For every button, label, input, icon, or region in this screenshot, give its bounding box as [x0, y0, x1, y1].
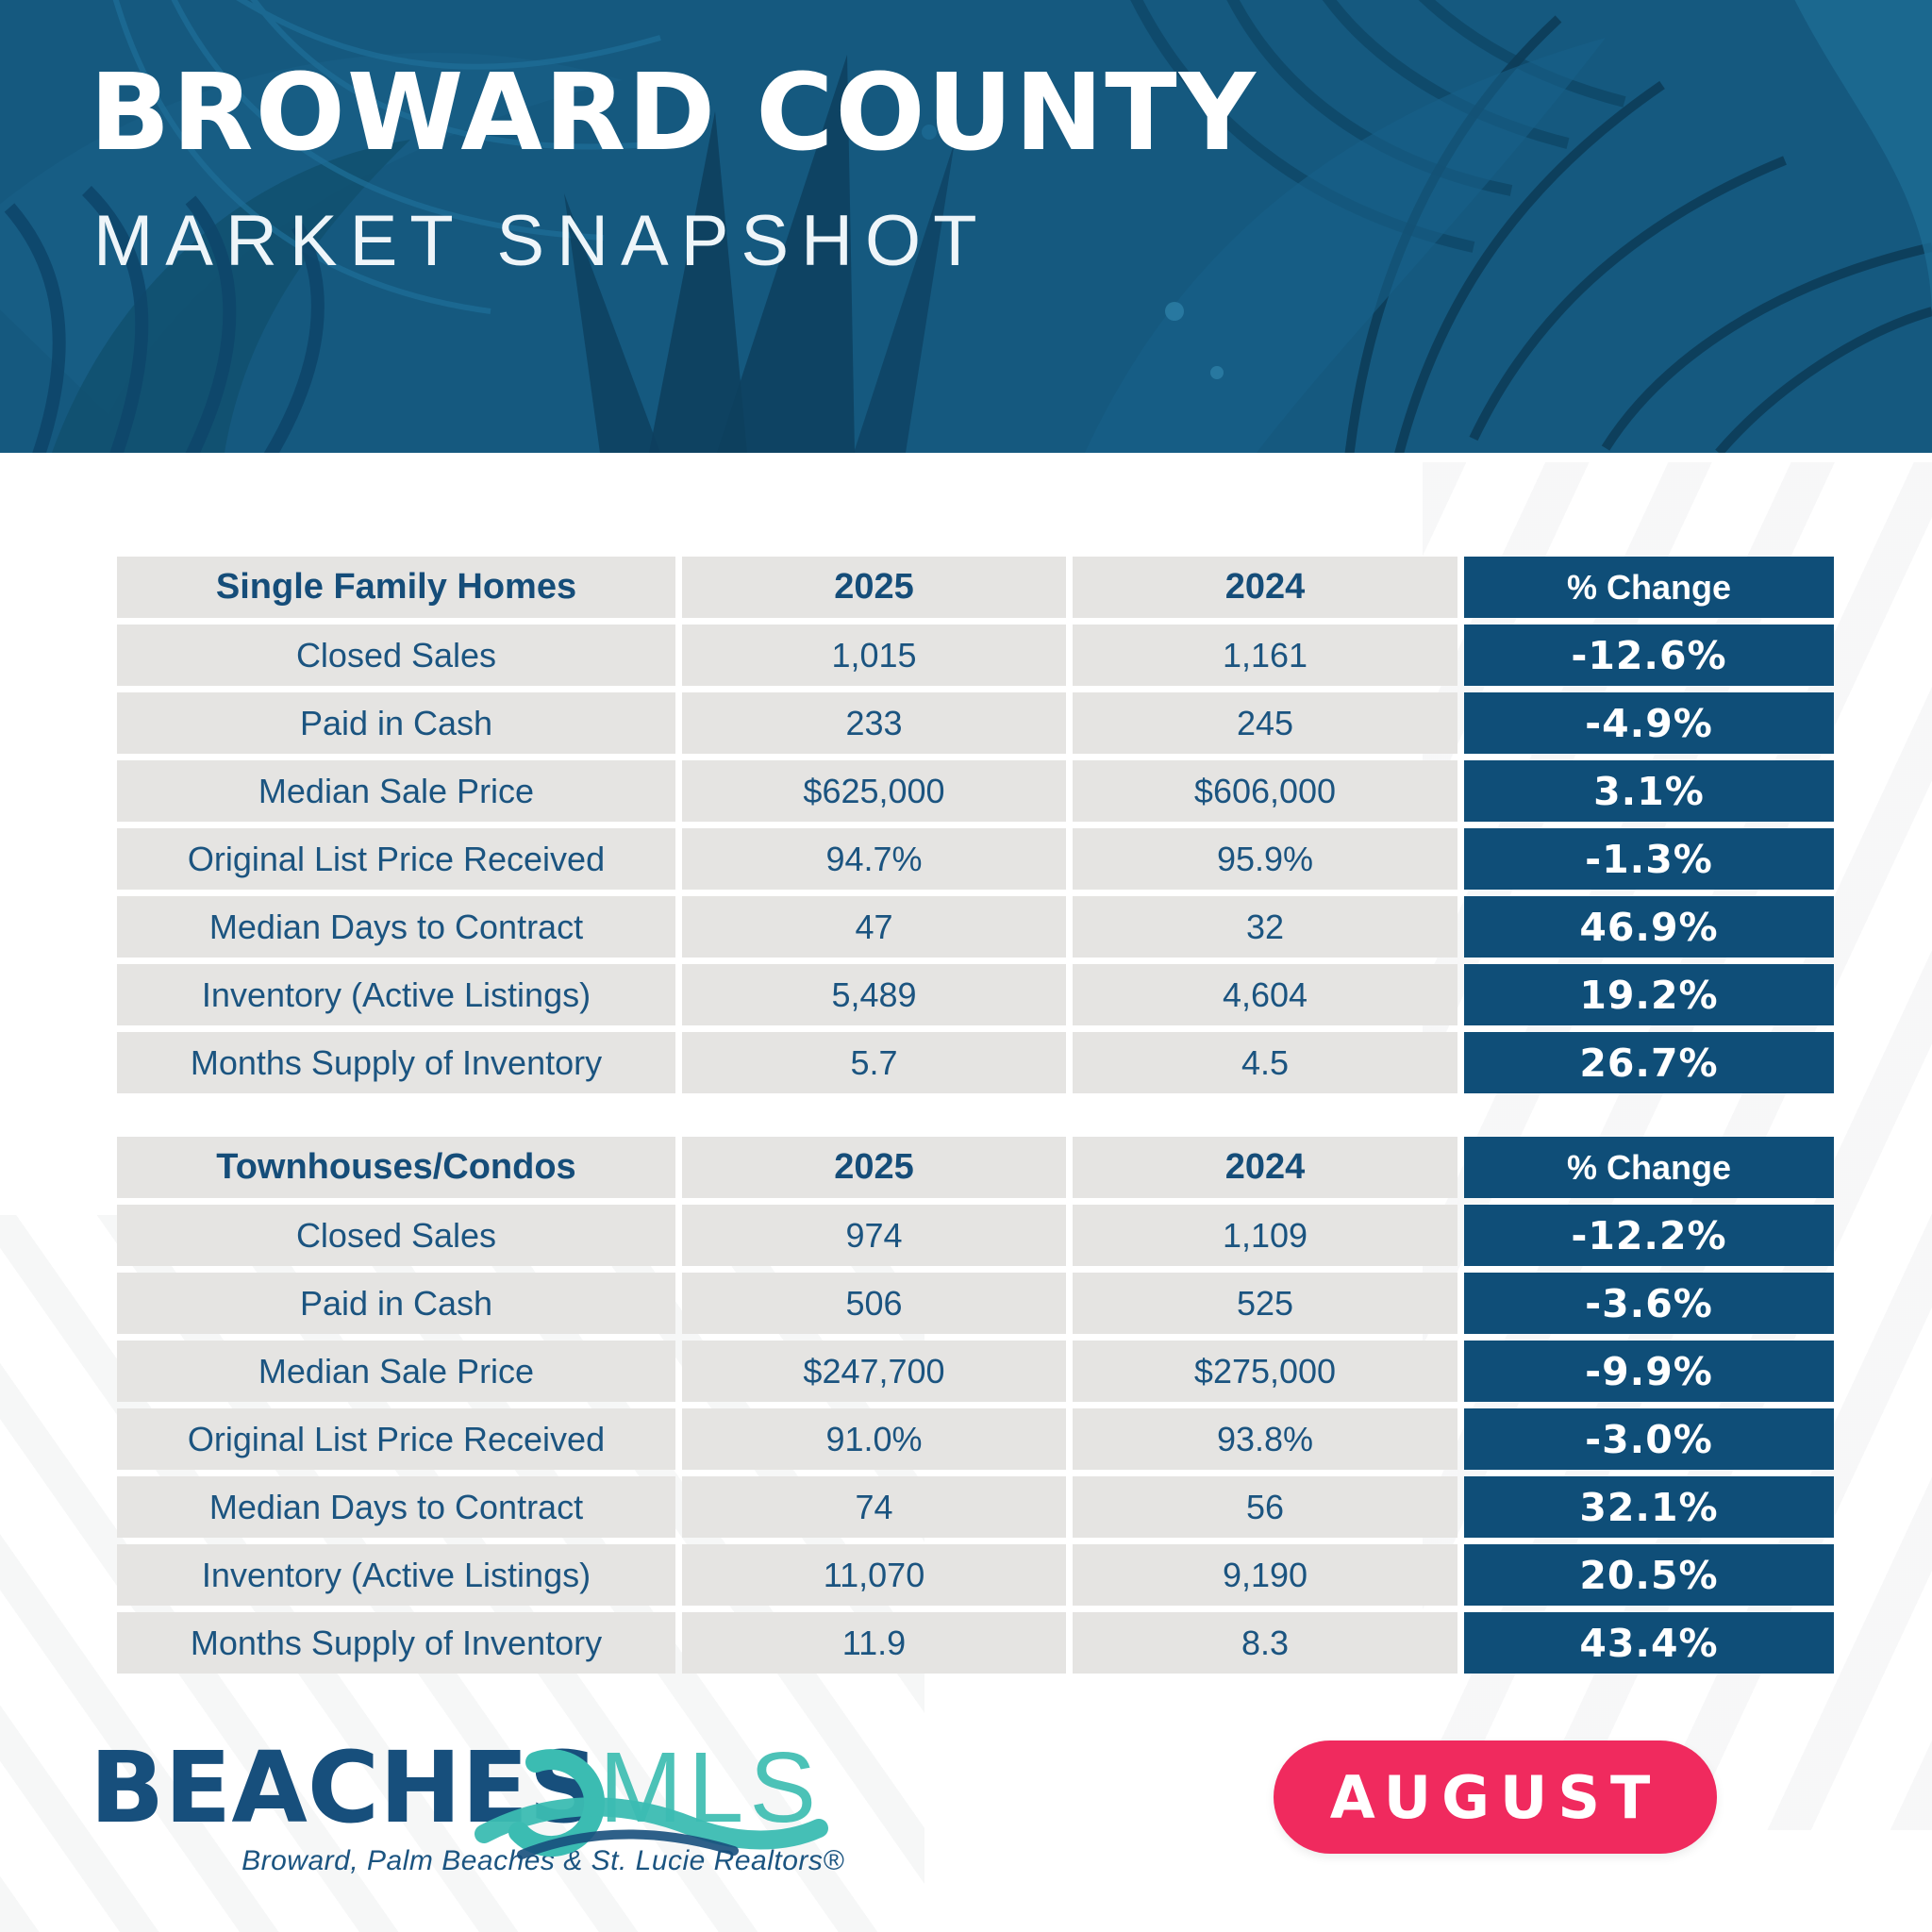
- value-2025: 11.9: [682, 1612, 1066, 1674]
- pct-change-value: -12.2%: [1464, 1205, 1834, 1266]
- pct-change-value: -12.6%: [1464, 625, 1834, 686]
- pct-change-value: -9.9%: [1464, 1341, 1834, 1402]
- pct-change-value: 43.4%: [1464, 1612, 1834, 1674]
- table2-header-label: Townhouses/Condos: [117, 1137, 675, 1198]
- row-label: Median Days to Contract: [117, 1476, 675, 1538]
- value-2024: 4,604: [1073, 964, 1457, 1025]
- value-2025: 91.0%: [682, 1408, 1066, 1470]
- pct-change-value: 20.5%: [1464, 1544, 1834, 1606]
- value-2025: 974: [682, 1205, 1066, 1266]
- page-title: BROWARD COUNTY: [90, 52, 1257, 175]
- value-2024: 245: [1073, 692, 1457, 754]
- tropical-leaves-decoration: [0, 0, 1932, 453]
- row-label: Months Supply of Inventory: [117, 1032, 675, 1093]
- value-2025: 233: [682, 692, 1066, 754]
- table2-header-pct: % Change: [1464, 1137, 1834, 1198]
- value-2024: 32: [1073, 896, 1457, 958]
- value-2024: 1,161: [1073, 625, 1457, 686]
- table1-header-pct: % Change: [1464, 557, 1834, 618]
- table1-header-label: Single Family Homes: [117, 557, 675, 618]
- value-2025: 1,015: [682, 625, 1066, 686]
- beaches-mls-logo: BEACHESMLS Broward, Palm Beaches & St. L…: [90, 1738, 844, 1877]
- table2-header-2025: 2025: [682, 1137, 1066, 1198]
- row-label: Paid in Cash: [117, 1273, 675, 1334]
- pct-change-value: -3.0%: [1464, 1408, 1834, 1470]
- row-label: Original List Price Received: [117, 1408, 675, 1470]
- pct-change-value: 26.7%: [1464, 1032, 1834, 1093]
- value-2024: 95.9%: [1073, 828, 1457, 890]
- value-2025: 94.7%: [682, 828, 1066, 890]
- value-2024: 93.8%: [1073, 1408, 1457, 1470]
- month-badge: AUGUST: [1274, 1740, 1717, 1854]
- value-2024: $606,000: [1073, 760, 1457, 822]
- row-label: Months Supply of Inventory: [117, 1612, 675, 1674]
- value-2024: 4.5: [1073, 1032, 1457, 1093]
- pct-change-value: -3.6%: [1464, 1273, 1834, 1334]
- row-label: Median Sale Price: [117, 1341, 675, 1402]
- pct-change-value: 3.1%: [1464, 760, 1834, 822]
- logo-mls-text: MLS: [599, 1732, 823, 1843]
- value-2025: 5,489: [682, 964, 1066, 1025]
- page-subtitle: MARKET SNAPSHOT: [93, 201, 990, 281]
- value-2024: 56: [1073, 1476, 1457, 1538]
- value-2025: $247,700: [682, 1341, 1066, 1402]
- logo-beaches-text: BEACHES: [90, 1730, 600, 1845]
- value-2024: 9,190: [1073, 1544, 1457, 1606]
- row-label: Median Sale Price: [117, 760, 675, 822]
- row-label: Median Days to Contract: [117, 896, 675, 958]
- value-2024: 525: [1073, 1273, 1457, 1334]
- pct-change-value: 19.2%: [1464, 964, 1834, 1025]
- table-townhouses-condos: Townhouses/Condos 2025 2024 % Change Clo…: [117, 1137, 1834, 1674]
- pct-change-value: -4.9%: [1464, 692, 1834, 754]
- value-2024: 1,109: [1073, 1205, 1457, 1266]
- row-label: Inventory (Active Listings): [117, 1544, 675, 1606]
- header-band: BROWARD COUNTY MARKET SNAPSHOT: [0, 0, 1932, 453]
- table1-header-2025: 2025: [682, 557, 1066, 618]
- row-label: Inventory (Active Listings): [117, 964, 675, 1025]
- table2-header-2024: 2024: [1073, 1137, 1457, 1198]
- row-label: Closed Sales: [117, 1205, 675, 1266]
- table-single-family-homes: Single Family Homes 2025 2024 % Change C…: [117, 557, 1834, 1093]
- pct-change-value: -1.3%: [1464, 828, 1834, 890]
- row-label: Paid in Cash: [117, 692, 675, 754]
- table1-header-2024: 2024: [1073, 557, 1457, 618]
- value-2025: 11,070: [682, 1544, 1066, 1606]
- value-2024: 8.3: [1073, 1612, 1457, 1674]
- row-label: Closed Sales: [117, 625, 675, 686]
- value-2025: $625,000: [682, 760, 1066, 822]
- value-2025: 74: [682, 1476, 1066, 1538]
- value-2024: $275,000: [1073, 1341, 1457, 1402]
- row-label: Original List Price Received: [117, 828, 675, 890]
- value-2025: 506: [682, 1273, 1066, 1334]
- pct-change-value: 46.9%: [1464, 896, 1834, 958]
- value-2025: 5.7: [682, 1032, 1066, 1093]
- logo-tagline: Broward, Palm Beaches & St. Lucie Realto…: [242, 1845, 844, 1876]
- value-2025: 47: [682, 896, 1066, 958]
- pct-change-value: 32.1%: [1464, 1476, 1834, 1538]
